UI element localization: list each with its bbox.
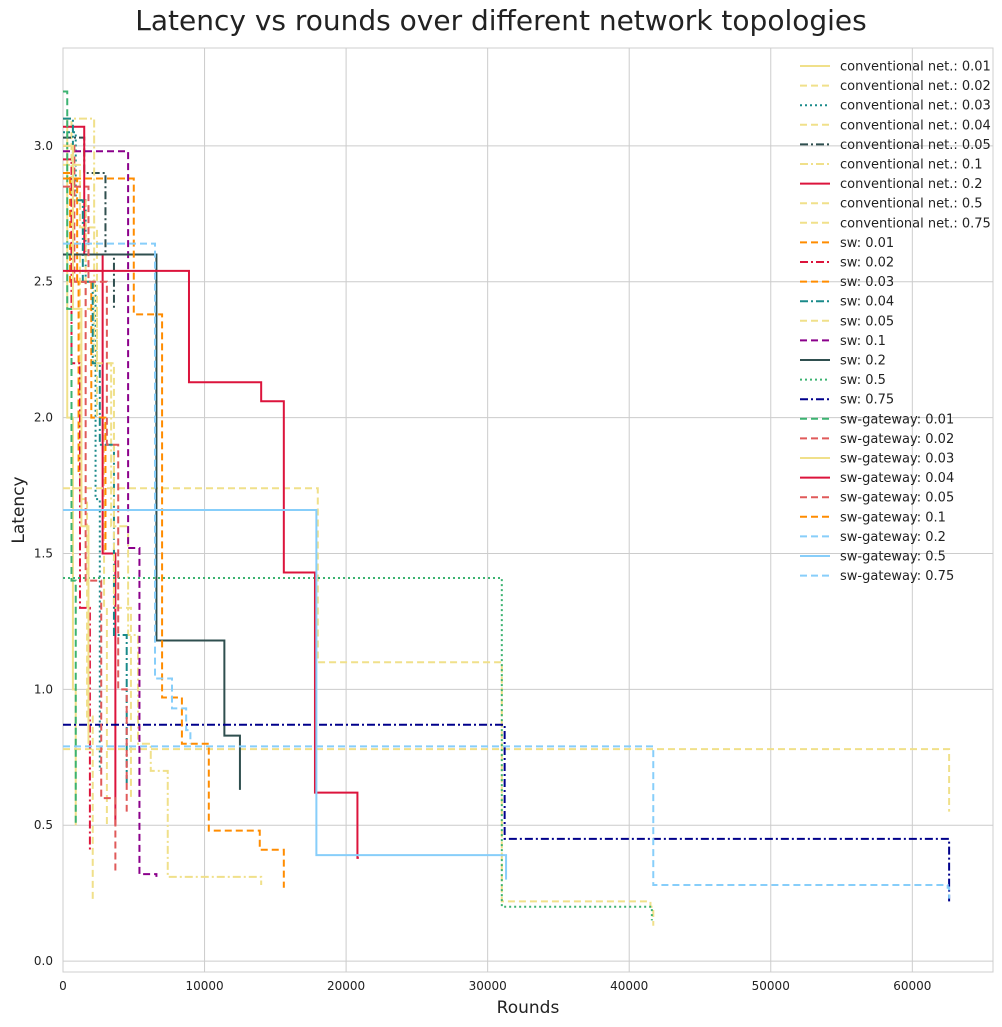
legend-label: sw-gateway: 0.01: [840, 412, 954, 427]
chart-title: Latency vs rounds over different network…: [135, 4, 867, 37]
legend-label: sw-gateway: 0.75: [840, 569, 954, 584]
series-line-21: [63, 269, 359, 859]
legend-label: sw: 0.2: [840, 354, 886, 369]
legend-label: conventional net.: 0.04: [840, 118, 991, 133]
legend-label: sw: 0.05: [840, 314, 894, 329]
grid: [62, 48, 993, 972]
series-line-24: [63, 242, 192, 744]
x-tick-label: 10000: [185, 979, 223, 993]
series-line-17: [63, 723, 951, 902]
series-line-19: [63, 144, 117, 875]
series-line-5: [63, 117, 263, 886]
legend-label: sw-gateway: 0.1: [840, 510, 946, 525]
series-line-14: [63, 150, 158, 877]
legend-label: conventional net.: 0.5: [840, 197, 983, 212]
legend-label: conventional net.: 0.75: [840, 216, 991, 231]
series-line-26: [63, 745, 951, 899]
legend-label: sw: 0.04: [840, 295, 894, 310]
legend-label: sw-gateway: 0.02: [840, 432, 954, 447]
legend-label: sw: 0.1: [840, 334, 886, 349]
legend-label: conventional net.: 0.05: [840, 138, 991, 153]
y-tick-label: 0.5: [34, 818, 53, 832]
x-tick-label: 50000: [752, 979, 790, 993]
y-tick-label: 2.5: [34, 275, 53, 289]
series-line-18: [63, 90, 77, 826]
legend-label: sw: 0.02: [840, 256, 894, 271]
series-line-7: [63, 487, 655, 926]
y-tick-label: 0.0: [34, 954, 53, 968]
series-lines: [63, 90, 951, 926]
y-axis-label: Latency: [9, 476, 29, 543]
series-line-15: [63, 253, 241, 790]
x-tick-label: 40000: [610, 979, 648, 993]
legend-label: sw: 0.5: [840, 373, 886, 388]
y-tick-label: 2.0: [34, 411, 53, 425]
x-axis-label: Rounds: [497, 998, 560, 1018]
legend-label: sw-gateway: 0.05: [840, 491, 954, 506]
series-line-10: [63, 158, 91, 853]
y-tick-label: 1.5: [34, 546, 53, 560]
legend-label: conventional net.: 0.1: [840, 158, 983, 173]
series-line-20: [63, 144, 90, 744]
legend-label: sw-gateway: 0.2: [840, 530, 946, 545]
legend-label: conventional net.: 0.01: [840, 60, 991, 75]
legend-label: sw-gateway: 0.04: [840, 471, 954, 486]
legend-label: sw: 0.01: [840, 236, 894, 251]
legend-label: sw-gateway: 0.5: [840, 550, 946, 565]
x-tick-label: 20000: [327, 979, 365, 993]
series-line-2: [63, 131, 101, 771]
y-tick-label: 1.0: [34, 682, 53, 696]
series-line-23: [63, 177, 285, 888]
legend: conventional net.: 0.01 conventional net.…: [800, 60, 991, 584]
series-line-16: [63, 576, 653, 921]
legend-label: conventional net.: 0.03: [840, 99, 991, 114]
legend-label: sw: 0.03: [840, 275, 894, 290]
axis-ticks: 0 10000 20000 30000 40000 50000 60000 0.0 0.5 1.0…: [34, 139, 932, 993]
legend-label: sw-gateway: 0.03: [840, 452, 954, 467]
x-tick-label: 0: [59, 979, 67, 993]
series-line-9: [63, 172, 80, 472]
series-line-22: [63, 185, 128, 812]
legend-label: conventional net.: 0.2: [840, 177, 983, 192]
y-tick-label: 3.0: [34, 139, 53, 153]
x-tick-label: 30000: [469, 979, 507, 993]
legend-label: conventional net.: 0.02: [840, 79, 991, 94]
legend-label: sw: 0.75: [840, 393, 894, 408]
series-line-25: [63, 509, 508, 880]
x-tick-label: 60000: [893, 979, 931, 993]
